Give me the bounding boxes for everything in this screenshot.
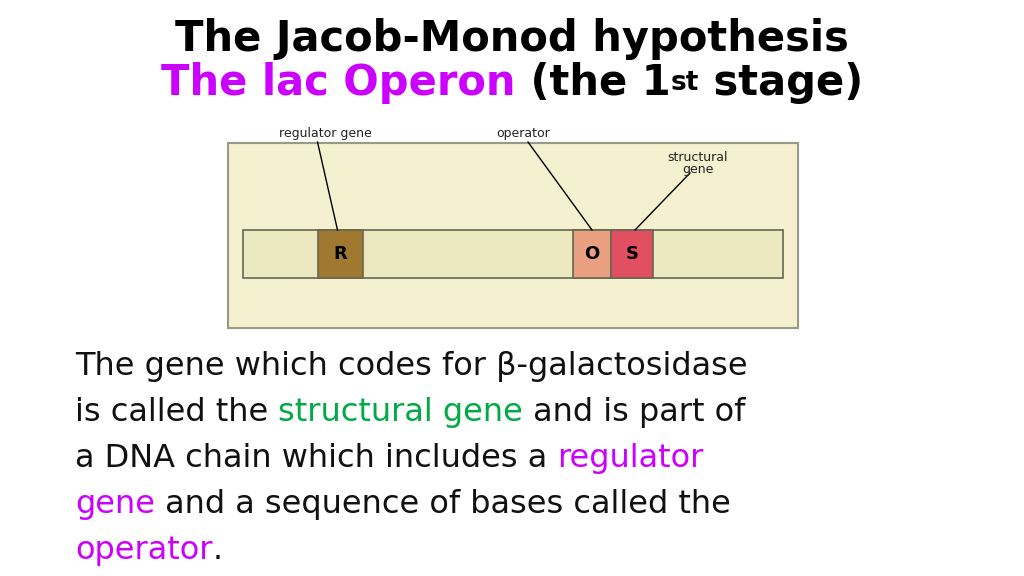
Bar <box>573 230 611 278</box>
Text: operator: operator <box>496 127 550 140</box>
Text: The gene which codes for β-galactosidase: The gene which codes for β-galactosidase <box>75 351 748 382</box>
Text: S: S <box>626 245 639 263</box>
Text: st: st <box>671 70 698 96</box>
Bar <box>611 230 653 278</box>
Text: stage): stage) <box>698 62 863 104</box>
Text: and a sequence of bases called the: and a sequence of bases called the <box>155 489 731 520</box>
Bar <box>228 143 798 328</box>
Text: operator: operator <box>75 535 213 566</box>
Text: .: . <box>213 535 222 566</box>
Text: R: R <box>334 245 347 263</box>
Text: O: O <box>585 245 600 263</box>
Text: structural gene: structural gene <box>279 397 523 428</box>
Text: structural: structural <box>668 151 728 164</box>
Bar <box>243 230 783 278</box>
Text: gene: gene <box>682 163 714 176</box>
Text: The Jacob-Monod hypothesis: The Jacob-Monod hypothesis <box>175 18 849 60</box>
Text: gene: gene <box>75 489 155 520</box>
Bar <box>318 230 362 278</box>
Text: a DNA chain which includes a: a DNA chain which includes a <box>75 443 557 474</box>
Text: regulator: regulator <box>557 443 703 474</box>
Text: (the 1: (the 1 <box>515 62 671 104</box>
Text: The lac Operon: The lac Operon <box>161 62 515 104</box>
Text: and is part of: and is part of <box>523 397 745 428</box>
Text: regulator gene: regulator gene <box>280 127 372 140</box>
Text: is called the: is called the <box>75 397 279 428</box>
